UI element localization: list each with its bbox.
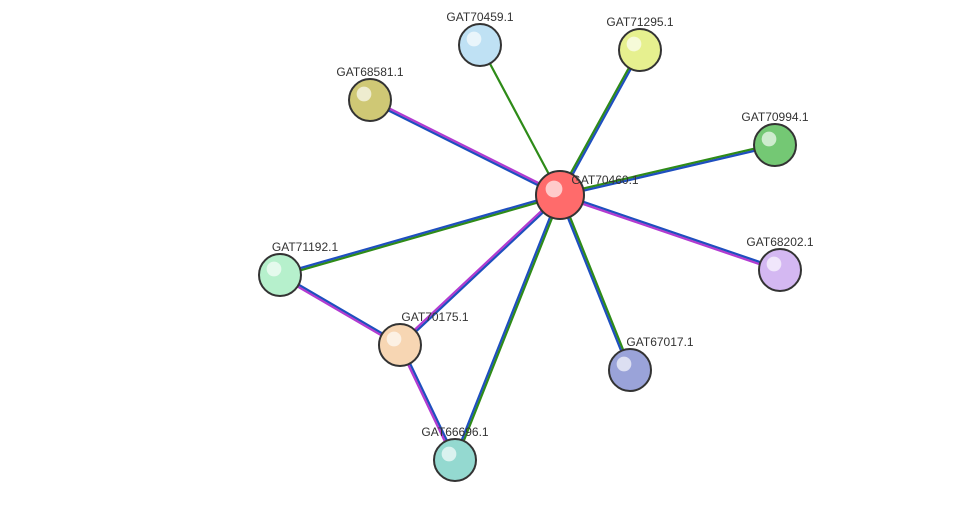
- edge: [560, 194, 781, 271]
- node-GAT71295.1[interactable]: [619, 29, 661, 71]
- node-GAT70459.1[interactable]: [459, 24, 501, 66]
- node-GAT68202.1[interactable]: [759, 249, 801, 291]
- node-GAT70994.1[interactable]: [754, 124, 796, 166]
- node-GAT71192.1[interactable]: [259, 254, 301, 296]
- edge: [560, 144, 775, 196]
- node-GAT68581.1[interactable]: [349, 79, 391, 121]
- graph-svg: [0, 0, 975, 505]
- node-GAT70175.1[interactable]: [379, 324, 421, 366]
- node-GAT66696.1[interactable]: [434, 439, 476, 481]
- node-GAT67017.1[interactable]: [609, 349, 651, 391]
- edge: [480, 45, 560, 195]
- node-GAT70460.1[interactable]: [536, 171, 584, 219]
- edge: [454, 195, 561, 461]
- edge: [559, 195, 631, 371]
- network-graph: GAT70460.1GAT70459.1GAT71295.1GAT68581.1…: [0, 0, 975, 505]
- edge: [370, 99, 561, 196]
